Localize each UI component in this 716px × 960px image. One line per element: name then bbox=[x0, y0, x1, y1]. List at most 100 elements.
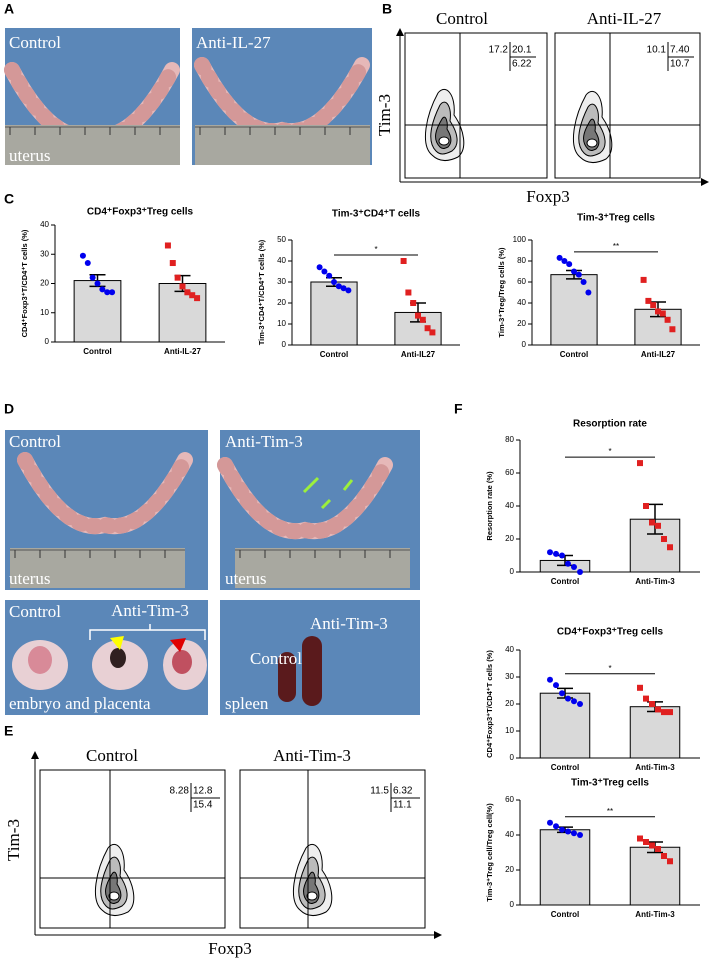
data-point bbox=[419, 316, 426, 323]
y-tick-label: 50 bbox=[277, 235, 286, 244]
y-tick-label: 10 bbox=[505, 726, 514, 735]
chart: Resorption rate Resorption rate (%) 0 20 40 6… bbox=[485, 419, 700, 586]
photo-label: uterus bbox=[9, 569, 51, 588]
plot-title: Control bbox=[86, 746, 138, 765]
y-axis-label: Tim-3⁺Treg cell/Treg cell(%) bbox=[485, 803, 494, 902]
data-point bbox=[637, 460, 643, 467]
data-point bbox=[571, 698, 577, 705]
data-point bbox=[669, 326, 676, 333]
data-point bbox=[661, 709, 667, 716]
y-tick-label: 20 bbox=[505, 865, 514, 874]
data-point bbox=[556, 254, 563, 261]
y-tick-label: 40 bbox=[277, 256, 286, 265]
data-point bbox=[553, 682, 559, 689]
quadrant-value: 15.4 bbox=[193, 800, 213, 811]
y-tick-label: 10 bbox=[277, 319, 286, 328]
y-tick-label: 60 bbox=[505, 795, 514, 804]
data-point bbox=[559, 690, 565, 697]
data-point bbox=[637, 684, 643, 691]
chart-title: CD4⁺Foxp3⁺Treg cells bbox=[557, 627, 664, 638]
significance-label: * bbox=[374, 245, 377, 254]
bar bbox=[73, 280, 122, 343]
data-point bbox=[561, 258, 568, 264]
photo: Control Anti-Tim-3 embryo and placenta bbox=[5, 600, 208, 715]
photo-label: spleen bbox=[225, 694, 269, 713]
chart-title: Tim-3⁺Treg cells bbox=[571, 778, 649, 789]
data-point bbox=[661, 853, 667, 859]
bar bbox=[539, 829, 591, 906]
y-axis-label: CD4⁺Foxp3⁺T/CD4⁺T cells (%) bbox=[20, 229, 29, 337]
photo-label: uterus bbox=[225, 569, 267, 588]
data-point bbox=[340, 285, 347, 292]
x-tick-label: Control bbox=[551, 910, 579, 919]
x-tick-label: Control bbox=[320, 350, 348, 359]
significance-label: ** bbox=[607, 807, 613, 816]
data-point bbox=[104, 289, 111, 296]
y-axis-label: Resorption rate (%) bbox=[485, 471, 494, 541]
data-point bbox=[189, 292, 196, 299]
data-point bbox=[571, 830, 577, 837]
y-tick-label: 80 bbox=[517, 256, 526, 265]
x-tick-label: Control bbox=[551, 577, 579, 586]
bar bbox=[158, 283, 207, 343]
y-tick-label: 40 bbox=[505, 501, 514, 510]
data-point bbox=[645, 297, 652, 304]
y-tick-label: 30 bbox=[277, 277, 286, 286]
data-point bbox=[575, 271, 582, 278]
significance-label: ** bbox=[613, 242, 619, 251]
data-point bbox=[335, 283, 342, 290]
data-point bbox=[565, 695, 571, 702]
quadrant-value: 11.5 bbox=[370, 786, 389, 797]
data-point bbox=[547, 819, 553, 826]
chart: CD4⁺Foxp3⁺Treg cells CD4⁺Foxp3⁺T/CD4⁺T ce… bbox=[20, 207, 225, 356]
data-point bbox=[553, 550, 559, 557]
chart: Tim-3⁺CD4⁺T cells Tim-3⁺CD4⁺T/CD4⁺T cells… bbox=[257, 209, 460, 359]
bar bbox=[629, 706, 681, 759]
photo-label: Control bbox=[9, 432, 61, 451]
data-point bbox=[345, 287, 352, 294]
error-bar bbox=[647, 503, 663, 535]
y-tick-label: 40 bbox=[40, 220, 49, 229]
data-point bbox=[553, 823, 559, 830]
chart: CD4⁺Foxp3⁺Treg cells CD4⁺Foxp3⁺T/CD4⁺T ce… bbox=[485, 627, 700, 772]
plot-title: Anti-IL-27 bbox=[587, 9, 662, 28]
panel-label: E bbox=[4, 723, 13, 739]
chart-title: Tim-3⁺CD4⁺T cells bbox=[332, 209, 421, 220]
data-point bbox=[571, 564, 577, 571]
data-point bbox=[79, 252, 86, 259]
significance-label: * bbox=[608, 447, 611, 456]
x-tick-label: Anti-IL27 bbox=[641, 350, 676, 359]
data-point bbox=[664, 316, 671, 323]
photo-label: Anti-Tim-3 bbox=[225, 432, 303, 451]
data-point bbox=[424, 325, 431, 332]
data-point bbox=[429, 329, 436, 336]
data-point bbox=[640, 276, 647, 283]
y-tick-label: 0 bbox=[522, 340, 527, 349]
data-point bbox=[547, 676, 553, 683]
data-point bbox=[585, 289, 592, 296]
quadrant-value: 10.7 bbox=[670, 59, 690, 70]
x-tick-label: Control bbox=[83, 347, 111, 356]
panel-label: A bbox=[4, 1, 14, 17]
y-tick-label: 0 bbox=[510, 753, 515, 762]
y-tick-label: 20 bbox=[277, 298, 286, 307]
y-tick-label: 20 bbox=[40, 279, 49, 288]
y-tick-label: 60 bbox=[517, 277, 526, 286]
quadrant-value: 6.32 bbox=[393, 786, 413, 797]
flow-plot: Anti-Tim-3 11.5 6.32 11.1 bbox=[239, 746, 426, 929]
quadrant-value: 17.2 bbox=[489, 45, 509, 56]
x-tick-label: Control bbox=[560, 350, 588, 359]
quadrant-value: 6.22 bbox=[512, 59, 532, 70]
plot-title: Anti-Tim-3 bbox=[273, 746, 351, 765]
data-point bbox=[571, 268, 577, 275]
photo: Anti-Tim-3 uterus bbox=[220, 430, 420, 590]
data-point bbox=[321, 268, 328, 275]
y-tick-label: 100 bbox=[513, 235, 527, 244]
data-point bbox=[84, 260, 91, 267]
data-point bbox=[577, 701, 583, 707]
y-tick-label: 20 bbox=[505, 699, 514, 708]
data-point bbox=[164, 242, 171, 249]
data-point bbox=[415, 312, 421, 319]
data-point bbox=[655, 706, 661, 713]
data-point bbox=[649, 519, 655, 526]
